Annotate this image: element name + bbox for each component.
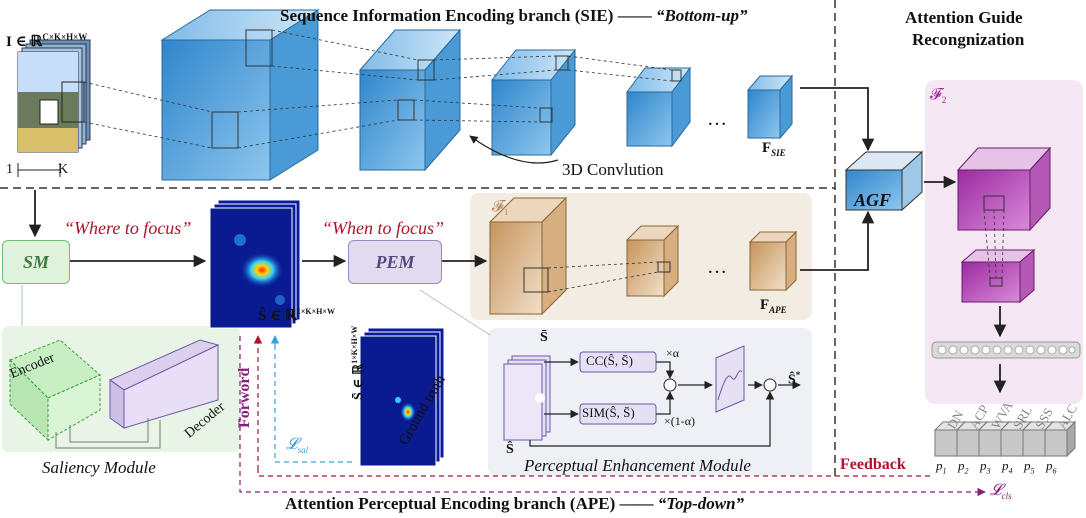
agr-projection-lines	[983, 209, 1005, 279]
prob-label-5: p5	[1024, 458, 1035, 476]
ground-truth-stack	[359, 327, 445, 467]
conv-pointer-arrow	[469, 135, 559, 164]
l-sal-label: 𝓛sal	[286, 436, 309, 456]
prob-label-3: p3	[980, 458, 991, 476]
sie-projection-lines	[83, 29, 673, 149]
l-cls-label: 𝓛cls	[990, 482, 1012, 502]
s-hat-label: Ŝ ∈ ℝ1×K×H×W	[258, 307, 335, 324]
sie-cube-1	[160, 9, 320, 181]
ape-to-agf-arrow	[800, 210, 875, 271]
axis-k-label: K	[58, 162, 69, 177]
agr-title-line1: Attention Guide	[905, 8, 1023, 27]
sm-block: SM	[2, 240, 70, 284]
otimes-nodes	[663, 378, 777, 392]
sie-cube-3	[490, 48, 577, 157]
input-frames	[17, 39, 91, 153]
ape-cube-1	[488, 196, 568, 316]
pem-s-bar: S̄	[540, 330, 548, 345]
pem-curve	[715, 345, 745, 413]
f1-label: 𝓕1	[492, 198, 509, 218]
f2-label: 𝓕2	[930, 86, 947, 106]
s-bar-label: S̄ ∈ ℝ1×K×H×W	[350, 325, 367, 400]
input-label: I ∈ ℝC×K×H×W	[6, 32, 88, 50]
sie-cube-2	[358, 28, 462, 172]
agf-cube	[844, 150, 924, 212]
saliency-map-stack	[209, 199, 301, 329]
feedback-path	[257, 470, 930, 477]
agf-label: AGF	[854, 190, 892, 210]
pem-module-label: Perceptual Enhancement Module	[524, 456, 751, 475]
agr-cube-small	[960, 248, 1036, 304]
when-label: “When to focus”	[322, 218, 445, 238]
sie-to-agf-arrow	[800, 87, 875, 152]
pem-callout	[419, 289, 491, 336]
pem-out-label: Ŝ*	[788, 370, 801, 388]
agr-title-line2: Recongnization	[912, 30, 1025, 49]
sie-cube-4	[626, 66, 691, 148]
cls-loss-path	[239, 336, 986, 497]
encoder-decoder-sketch	[9, 339, 220, 449]
pem-inner-frames	[503, 355, 551, 441]
agr-cube-large	[956, 146, 1052, 232]
prob-label-2: p2	[958, 458, 969, 476]
cc-label: CC(Ŝ, S̄)	[586, 353, 633, 368]
f-sie-label: FSIE	[762, 140, 786, 158]
forword-label: Forword	[236, 367, 253, 428]
f-ape-label: FAPE	[760, 297, 787, 315]
prob-label-1: p1	[936, 458, 947, 476]
class-cubes	[933, 420, 1077, 458]
prob-label-4: p4	[1002, 458, 1013, 476]
ape-cube-2	[625, 224, 680, 298]
sie-cube-5	[746, 74, 794, 140]
ape-dots: …	[707, 256, 727, 278]
pem-block: PEM	[348, 240, 442, 284]
pem-s-hat: Ŝ	[506, 442, 514, 457]
axis-one-label: 1	[6, 162, 13, 177]
ape-cube-3	[748, 230, 798, 292]
where-label: “Where to focus”	[64, 218, 192, 238]
ape-title: Attention Perceptual Encoding branch (AP…	[285, 494, 745, 513]
prob-label-6: p6	[1046, 458, 1057, 476]
pem-inner-wires	[529, 357, 801, 447]
alpha-label: ×α	[666, 346, 680, 360]
one-minus-alpha-label: ×(1-α)	[664, 414, 696, 428]
fc-vector	[931, 341, 1081, 359]
sie-title: Sequence Information Encoding branch (SI…	[280, 6, 748, 25]
saliency-module-label: Saliency Module	[42, 458, 156, 477]
sal-loss-path	[274, 336, 356, 463]
feedback-label: Feedback	[840, 456, 906, 473]
sie-dots: …	[707, 108, 727, 130]
sim-label: SIM(Ŝ, S̄)	[582, 405, 635, 420]
ape-projection-lines	[547, 261, 659, 293]
conv-label: 3D Convlution	[562, 160, 664, 179]
